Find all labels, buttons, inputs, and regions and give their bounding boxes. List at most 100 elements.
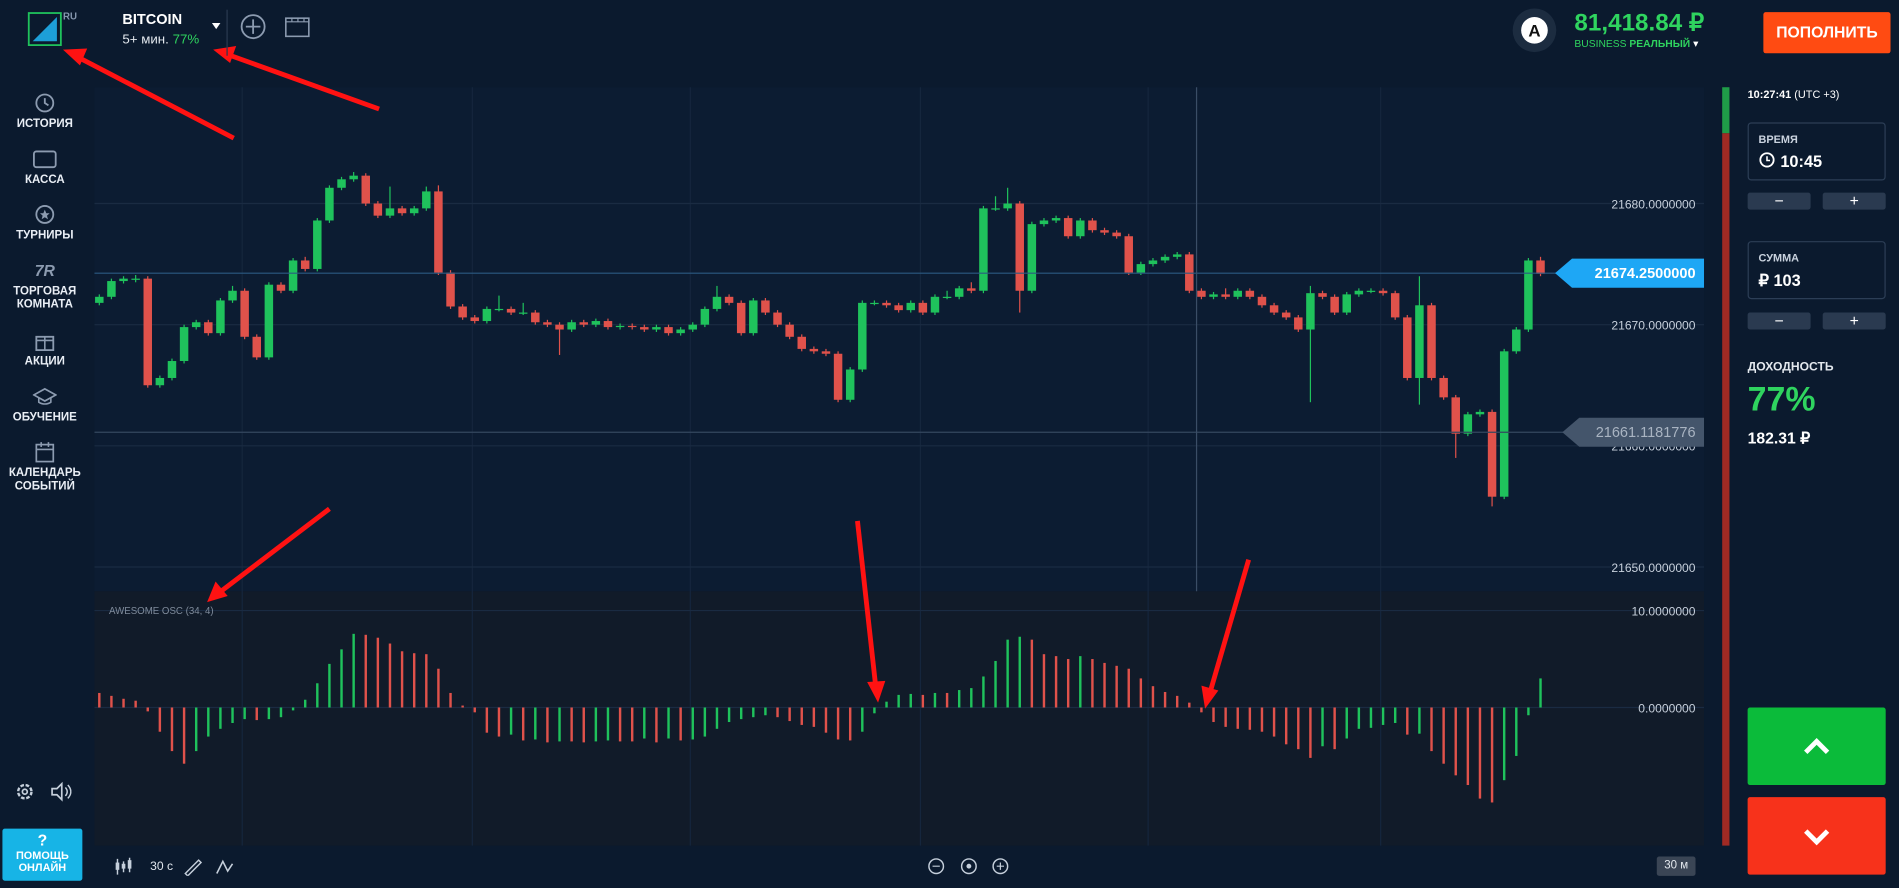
svg-text:7R: 7R <box>35 263 56 280</box>
put-button[interactable] <box>1747 797 1886 875</box>
osc-bar <box>1466 707 1470 786</box>
osc-bar <box>1042 654 1046 708</box>
nav-history[interactable]: ИСТОРИЯ <box>0 92 90 131</box>
candle-body <box>724 296 734 303</box>
candle-body <box>300 260 310 269</box>
osc-chart: 10.0000000 0.0000000 <box>94 604 1705 803</box>
candle-body <box>1487 411 1497 497</box>
osc-bar <box>1018 636 1021 708</box>
osc-title: AWESOME OSC (34, 4) <box>108 605 214 617</box>
osc-bar <box>1054 656 1058 708</box>
osc-bar <box>425 654 428 708</box>
osc-bar <box>170 707 174 752</box>
candle-body <box>555 324 564 330</box>
asset-name[interactable]: BITCOIN <box>122 10 183 28</box>
separator <box>226 9 228 56</box>
candle-body <box>676 329 685 334</box>
y-tick-label: 21680.0000000 <box>1611 197 1695 211</box>
candle-body <box>1112 232 1121 237</box>
amount-minus[interactable]: − <box>1747 312 1811 330</box>
osc-bar <box>1030 639 1034 708</box>
candle-body <box>95 296 104 303</box>
candle-body <box>191 322 201 328</box>
candle-body <box>276 284 286 291</box>
candle-body <box>470 317 479 322</box>
chart-type[interactable] <box>114 857 133 876</box>
add-asset[interactable] <box>240 13 267 40</box>
osc-bar <box>1236 707 1239 729</box>
amount-plus[interactable]: + <box>1822 312 1886 330</box>
candle-body <box>1088 220 1097 231</box>
candle-body <box>216 300 225 334</box>
nav-label: ОБУЧЕНИЕ <box>12 410 77 425</box>
indicators[interactable] <box>214 857 235 876</box>
time-plus[interactable]: + <box>1822 192 1886 210</box>
osc-bar <box>933 692 937 708</box>
nav-tournaments[interactable]: ТУРНИРЫ <box>0 204 90 243</box>
y-tick-label: 0.0000000 <box>1638 701 1695 715</box>
asset-dropdown[interactable] <box>211 22 223 32</box>
candle-body <box>434 191 443 273</box>
nav-cashier[interactable]: КАССА <box>0 148 90 187</box>
zoom-controls[interactable] <box>926 857 1011 876</box>
nav-education[interactable]: ОБУЧЕНИЕ <box>0 385 90 424</box>
candle-body <box>1257 296 1267 306</box>
candle-body <box>494 308 504 311</box>
osc-bar <box>316 683 319 708</box>
avatar[interactable]: A <box>1511 7 1557 53</box>
osc-bar <box>727 707 731 723</box>
call-button[interactable] <box>1747 707 1886 786</box>
draw-tool[interactable] <box>183 857 203 876</box>
clock-time: 10:27:41 <box>1747 88 1792 101</box>
candle-body <box>252 336 261 358</box>
nav-trading-room[interactable]: 7R ТОРГОВАЯ КОМНАТА <box>2 259 87 311</box>
osc-bar <box>158 707 162 732</box>
osc-bar <box>194 707 198 752</box>
candle-body <box>700 308 710 325</box>
osc-bar <box>521 707 525 741</box>
candle-body <box>1100 230 1109 233</box>
amount-box[interactable]: СУММА ₽ 103 <box>1747 241 1886 300</box>
expiry-text: 5+ мин. <box>122 32 169 48</box>
candle-body <box>1463 414 1473 434</box>
time-box[interactable]: ВРЕМЯ 10:45 <box>1747 122 1886 181</box>
candle-body <box>446 272 455 307</box>
sound-icon[interactable] <box>50 781 72 802</box>
time-value: 10:45 <box>1780 152 1823 171</box>
layout-button[interactable] <box>285 16 310 38</box>
zoom-level[interactable]: 30 м <box>1656 856 1696 876</box>
candle-body <box>627 325 637 328</box>
candle-body <box>1536 260 1545 274</box>
osc-bar <box>1333 707 1336 750</box>
time-minus[interactable]: − <box>1747 192 1811 210</box>
osc-bar <box>1224 707 1227 727</box>
sentiment-down <box>1722 133 1730 846</box>
help-button[interactable]: ? ПОМОЩЬ ОНЛАЙН <box>2 828 83 881</box>
osc-bar <box>1212 707 1215 723</box>
candle-body <box>1427 305 1436 378</box>
osc-bar <box>618 707 622 742</box>
osc-bar <box>582 707 585 743</box>
deposit-button[interactable]: ПОПОЛНИТЬ <box>1763 12 1891 54</box>
level-badge <box>1562 417 1705 447</box>
osc-bar <box>267 707 271 720</box>
osc-bar <box>146 707 149 712</box>
candle-body <box>1124 236 1133 273</box>
osc-bar <box>655 707 658 743</box>
osc-bar <box>679 707 682 741</box>
candle-body <box>422 191 431 209</box>
nav-promotions[interactable]: АКЦИИ <box>0 330 90 369</box>
osc-bar <box>291 707 295 711</box>
candle-body <box>1475 411 1485 415</box>
candle-body <box>1330 296 1339 313</box>
settings-icon[interactable] <box>15 781 36 802</box>
interval[interactable]: 30 с <box>150 860 174 874</box>
osc-bar <box>703 707 707 737</box>
nav-label: ТУРНИРЫ <box>16 228 74 243</box>
osc-bar <box>764 707 767 716</box>
nav-calendar[interactable]: КАЛЕНДАРЬ СОБЫТИЙ <box>2 441 87 493</box>
candle-body <box>918 302 928 313</box>
account[interactable]: BUSINESS РЕАЛЬНЫЙ ▾ <box>1574 37 1699 50</box>
